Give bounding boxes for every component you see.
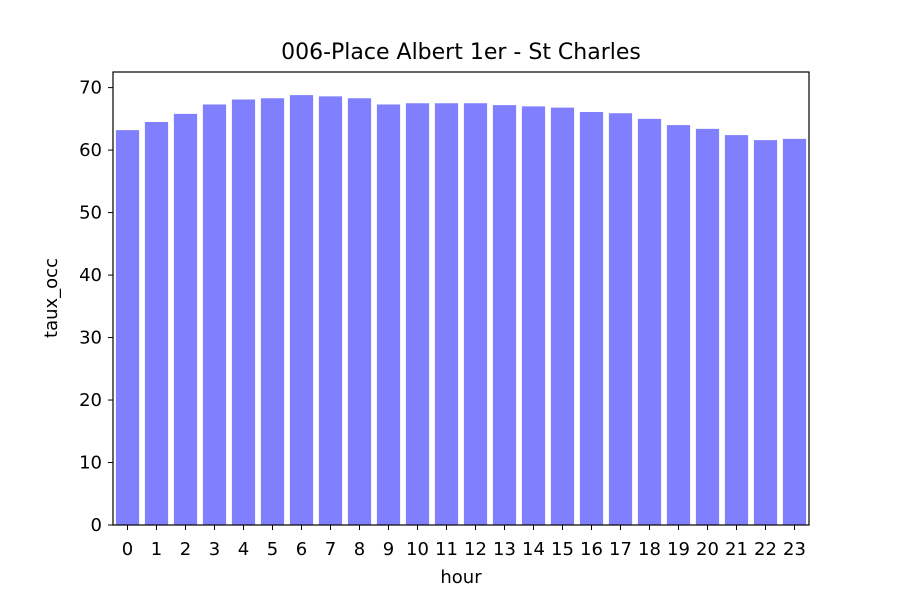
x-tick-label: 9 bbox=[383, 539, 394, 560]
bar-hour-7 bbox=[318, 96, 343, 526]
x-tick-label: 7 bbox=[325, 539, 336, 560]
x-tick-label: 5 bbox=[267, 539, 278, 560]
x-tick-label: 13 bbox=[493, 539, 516, 560]
y-axis-label: taux_occ bbox=[41, 258, 62, 338]
x-axis-label: hour bbox=[440, 567, 482, 588]
bar-hour-12 bbox=[463, 103, 488, 526]
bar-hour-21 bbox=[724, 135, 749, 526]
x-tick-label: 0 bbox=[122, 539, 133, 560]
bar-hour-9 bbox=[376, 104, 401, 526]
bar-hour-6 bbox=[289, 95, 314, 526]
x-tick-label: 10 bbox=[406, 539, 429, 560]
y-tick-label: 60 bbox=[79, 140, 102, 161]
bar-hour-16 bbox=[579, 111, 604, 526]
x-tick-label: 22 bbox=[754, 539, 777, 560]
x-axis-ticks: 0 1 2 3 4 5 6 7 8 9 10 11 12 13 14 15 16 17 18 19 20 21 22 23 bbox=[122, 525, 806, 560]
y-tick-label: 10 bbox=[79, 453, 102, 474]
x-tick-label: 3 bbox=[209, 539, 220, 560]
bar-hour-15 bbox=[550, 107, 575, 526]
x-tick-label: 19 bbox=[667, 539, 690, 560]
y-tick-label: 30 bbox=[79, 328, 102, 349]
x-tick-label: 4 bbox=[238, 539, 249, 560]
bar-hour-5 bbox=[260, 98, 285, 526]
bar-hour-19 bbox=[666, 125, 691, 526]
bar-hour-10 bbox=[405, 103, 430, 526]
bar-hour-4 bbox=[231, 99, 256, 526]
y-tick-label: 0 bbox=[91, 515, 102, 536]
bar-hour-17 bbox=[608, 113, 633, 526]
y-tick-label: 20 bbox=[79, 390, 102, 411]
bar-hour-22 bbox=[753, 140, 778, 526]
bar-hour-3 bbox=[202, 104, 227, 526]
bar-hour-23 bbox=[782, 138, 807, 526]
x-tick-label: 16 bbox=[580, 539, 603, 560]
x-tick-label: 8 bbox=[354, 539, 365, 560]
bar-hour-8 bbox=[347, 98, 372, 526]
y-axis-ticks: 0 10 20 30 40 50 60 70 bbox=[79, 78, 113, 536]
bar-hour-14 bbox=[521, 106, 546, 526]
bar-hour-18 bbox=[637, 118, 662, 526]
x-tick-label: 21 bbox=[725, 539, 748, 560]
x-tick-label: 1 bbox=[151, 539, 162, 560]
y-tick-label: 50 bbox=[79, 203, 102, 224]
x-tick-label: 23 bbox=[783, 539, 806, 560]
bar-hour-20 bbox=[695, 128, 720, 526]
x-tick-label: 15 bbox=[551, 539, 574, 560]
bar-hour-11 bbox=[434, 103, 459, 526]
bars-group bbox=[115, 95, 807, 526]
x-tick-label: 20 bbox=[696, 539, 719, 560]
x-tick-label: 12 bbox=[464, 539, 487, 560]
x-tick-label: 14 bbox=[522, 539, 545, 560]
x-tick-label: 18 bbox=[638, 539, 661, 560]
bar-hour-0 bbox=[115, 130, 140, 526]
y-tick-label: 40 bbox=[79, 265, 102, 286]
x-tick-label: 11 bbox=[435, 539, 458, 560]
x-tick-label: 2 bbox=[180, 539, 191, 560]
bar-hour-2 bbox=[173, 113, 198, 526]
bar-hour-13 bbox=[492, 105, 517, 526]
chart-title: 006-Place Albert 1er - St Charles bbox=[281, 40, 641, 65]
y-tick-label: 70 bbox=[79, 78, 102, 99]
x-tick-label: 6 bbox=[296, 539, 307, 560]
plot-frame bbox=[112, 71, 810, 526]
x-tick-label: 17 bbox=[609, 539, 632, 560]
bar-hour-1 bbox=[144, 121, 169, 526]
